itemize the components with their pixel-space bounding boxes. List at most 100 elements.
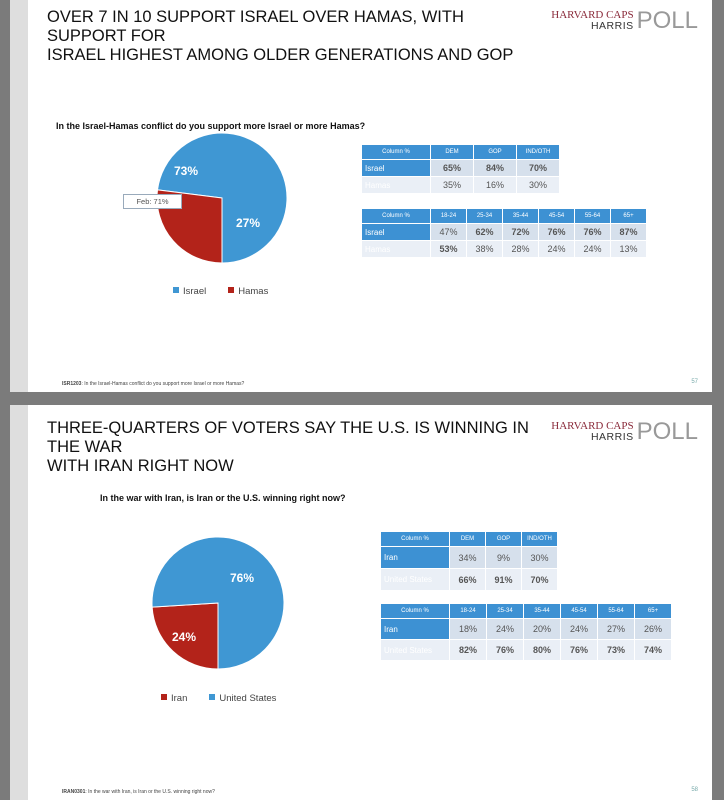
table-cell: 30% (517, 177, 559, 193)
row-label: Israel (362, 224, 430, 240)
age-table: Column % 18-24 25-34 35-44 45-54 55-64 65+ Isra… (361, 208, 647, 258)
data-label-united-states: 76% (230, 571, 255, 585)
row-label: Iran (381, 619, 449, 639)
harvard-caps-harris-poll-logo: HARVARD CAPS HARRIS POLL (551, 8, 698, 34)
column-header: 25-34 (467, 209, 502, 223)
pie-slice-united-states (151, 536, 285, 670)
legend-label: Iran (171, 693, 188, 704)
table-row: United States 82% 76% 80% 76% 73% 74% (381, 640, 671, 660)
column-header: DEM (431, 145, 473, 159)
table-cell: 13% (611, 241, 646, 257)
table-row: Israel 47% 62% 72% 76% 76% 87% (362, 224, 646, 240)
column-header: 35-44 (524, 604, 560, 618)
footer-note: ISR1203: In the Israel-Hamas conflict do… (62, 381, 244, 387)
table-cell: 24% (487, 619, 523, 639)
table-cell: 27% (598, 619, 634, 639)
pie-slice-iran (151, 602, 219, 670)
table-cell: 28% (503, 241, 538, 257)
table-cell: 76% (575, 224, 610, 240)
column-header: GOP (486, 532, 521, 546)
row-label: United States (381, 640, 449, 660)
table-cell: 35% (431, 177, 473, 193)
table-row: United States 66% 91% 70% (381, 569, 557, 590)
table-cell: 47% (431, 224, 466, 240)
table-cell: 91% (486, 569, 521, 590)
pie-chart (151, 536, 285, 670)
logo-left: HARVARD CAPS HARRIS (551, 10, 633, 32)
table-cell: 24% (539, 241, 574, 257)
slide-margin (10, 0, 28, 392)
column-header: IND/OTH (517, 145, 559, 159)
row-label: United States (381, 569, 449, 590)
table-row: Iran 18% 24% 20% 24% 27% 26% (381, 619, 671, 639)
table-header-row: Column % DEM GOP IND/OTH (362, 145, 559, 159)
row-label: Hamas (362, 241, 430, 257)
row-label: Iran (381, 547, 449, 568)
column-header: 45-54 (539, 209, 574, 223)
legend-item-united-states: United States (209, 693, 276, 704)
table-cell: 30% (522, 547, 557, 568)
column-header: 65+ (635, 604, 671, 618)
table-cell: 65% (431, 160, 473, 176)
legend-swatch (228, 287, 235, 293)
table-row: Iran 34% 9% 30% (381, 547, 557, 568)
footer-note: IRAN0301: In the war with Iran, is Iran … (62, 789, 215, 795)
table-cell: 76% (539, 224, 574, 240)
legend-item-iran: Iran (161, 693, 187, 704)
table-row: Israel 65% 84% 70% (362, 160, 559, 176)
table-row: Hamas 35% 16% 30% (362, 177, 559, 193)
logo-text: POLL (636, 418, 698, 445)
table-cell: 62% (467, 224, 502, 240)
column-header: GOP (474, 145, 516, 159)
table-cell: 70% (517, 160, 559, 176)
slide-58: THREE-QUARTERS OF VOTERS SAY THE U.S. IS… (10, 405, 712, 800)
table-cell: 24% (561, 619, 597, 639)
table-cell: 84% (474, 160, 516, 176)
table-cell: 26% (635, 619, 671, 639)
table-cell: 70% (522, 569, 557, 590)
question: In the war with Iran, is Iran or the U.S… (100, 493, 346, 503)
table-cell: 72% (503, 224, 538, 240)
table-cell: 87% (611, 224, 646, 240)
table-cell: 9% (486, 547, 521, 568)
party-table: Column % DEM GOP IND/OTH Iran 34% 9% 30% United … (380, 531, 558, 591)
logo-text: HARRIS (590, 431, 634, 443)
feb-callout: Feb: 71% (123, 194, 182, 209)
question-code: IRAN0301 (62, 789, 86, 795)
party-table: Column % DEM GOP IND/OTH Israel 65% 84% 70% Hama… (361, 144, 560, 194)
page-number: 57 (691, 379, 698, 385)
table-header-row: Column % DEM GOP IND/OTH (381, 532, 557, 546)
logo-left: HARVARD CAPS HARRIS (551, 421, 633, 443)
legend-swatch (173, 287, 179, 293)
table-cell: 38% (467, 241, 502, 257)
column-header: DEM (450, 532, 485, 546)
column-header: Column % (362, 209, 430, 223)
column-header: Column % (381, 604, 449, 618)
table-row: Hamas 53% 38% 28% 24% 24% 13% (362, 241, 646, 257)
slide-margin (10, 405, 28, 800)
legend-swatch (161, 694, 167, 700)
column-header: 55-64 (598, 604, 634, 618)
pie-chart (156, 132, 288, 264)
slide-title: OVER 7 IN 10 SUPPORT ISRAEL OVER HAMAS, … (47, 8, 547, 65)
column-header: 18-24 (431, 209, 466, 223)
data-label-hamas: 27% (236, 216, 261, 230)
legend-label: Israel (183, 286, 207, 297)
question: In the Israel-Hamas conflict do you supp… (56, 121, 366, 131)
table-cell: 16% (474, 177, 516, 193)
column-header: 45-54 (561, 604, 597, 618)
column-header: IND/OTH (522, 532, 557, 546)
column-header: 18-24 (450, 604, 486, 618)
legend-item-israel: Israel (173, 286, 206, 297)
table-cell: 74% (635, 640, 671, 660)
table-cell: 18% (450, 619, 486, 639)
title-line-1: OVER 7 IN 10 SUPPORT ISRAEL OVER HAMAS, … (47, 8, 464, 45)
legend-label: Hamas (238, 286, 269, 297)
column-header: Column % (381, 532, 449, 546)
page-number: 58 (691, 787, 698, 793)
column-header: 65+ (611, 209, 646, 223)
table-cell: 53% (431, 241, 466, 257)
column-header: 25-34 (487, 604, 523, 618)
legend-swatch (209, 694, 216, 700)
slide-title: THREE-QUARTERS OF VOTERS SAY THE U.S. IS… (47, 419, 547, 476)
